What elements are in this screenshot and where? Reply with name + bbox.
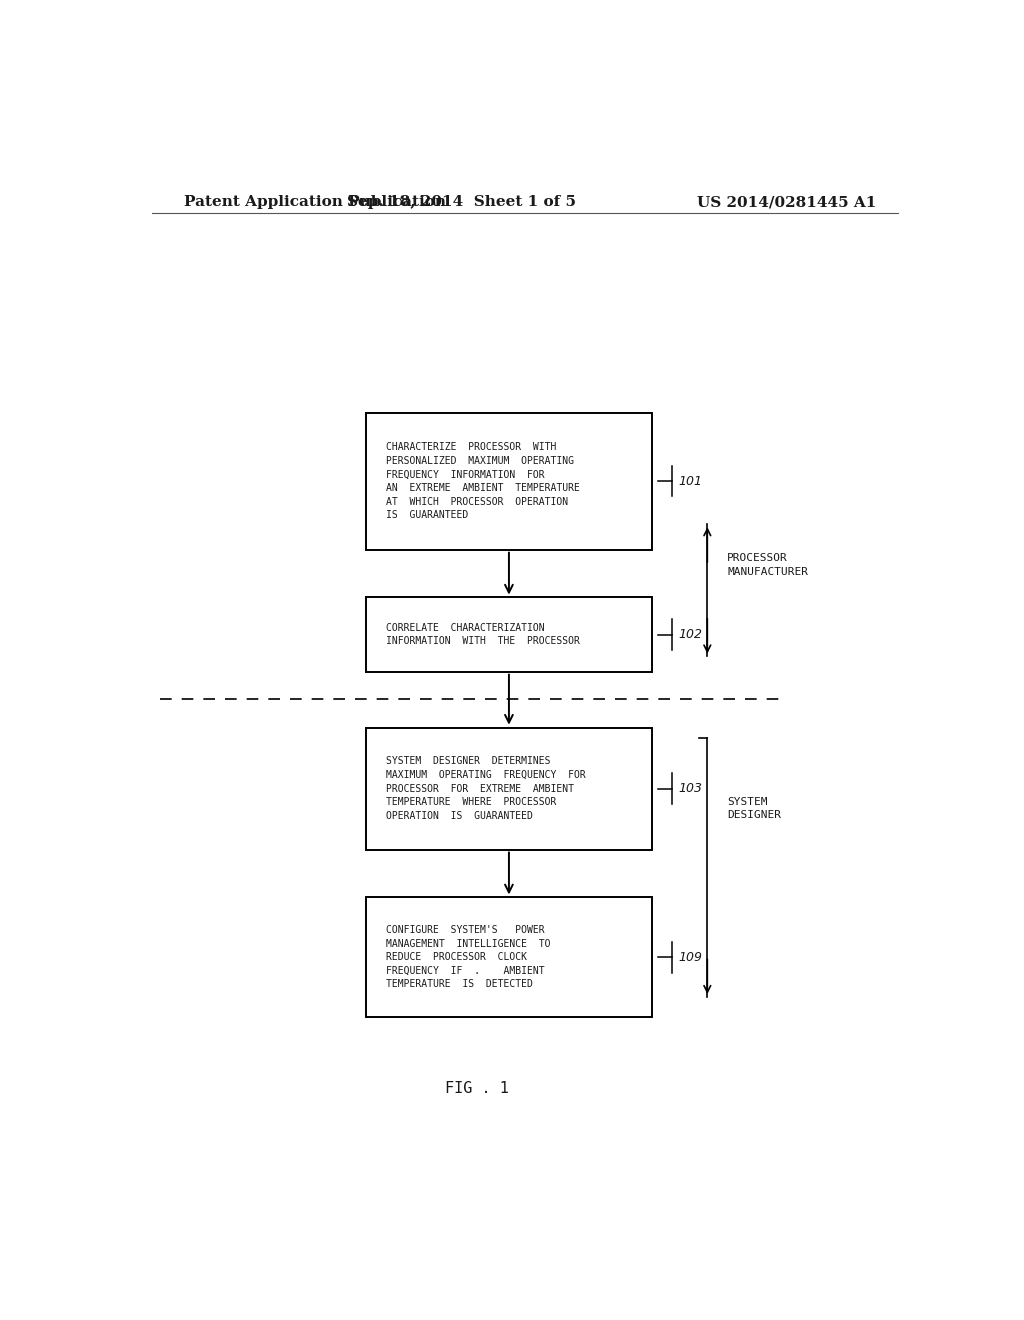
Text: 109: 109: [679, 950, 702, 964]
Text: US 2014/0281445 A1: US 2014/0281445 A1: [697, 195, 877, 209]
Text: Sep. 18, 2014  Sheet 1 of 5: Sep. 18, 2014 Sheet 1 of 5: [347, 195, 575, 209]
Text: CORRELATE  CHARACTERIZATION
INFORMATION  WITH  THE  PROCESSOR: CORRELATE CHARACTERIZATION INFORMATION W…: [386, 623, 580, 647]
Text: FIG . 1: FIG . 1: [445, 1081, 509, 1096]
Bar: [367, 413, 651, 549]
Text: SYSTEM
DESIGNER: SYSTEM DESIGNER: [727, 797, 781, 821]
Text: Patent Application Publication: Patent Application Publication: [183, 195, 445, 209]
Text: CONFIGURE  SYSTEM'S   POWER
MANAGEMENT  INTELLIGENCE  TO
REDUCE  PROCESSOR  CLOC: CONFIGURE SYSTEM'S POWER MANAGEMENT INTE…: [386, 925, 551, 990]
Text: CHARACTERIZE  PROCESSOR  WITH
PERSONALIZED  MAXIMUM  OPERATING
FREQUENCY  INFORM: CHARACTERIZE PROCESSOR WITH PERSONALIZED…: [386, 442, 580, 520]
Text: PROCESSOR
MANUFACTURER: PROCESSOR MANUFACTURER: [727, 553, 808, 577]
Text: 103: 103: [679, 781, 702, 795]
Text: SYSTEM  DESIGNER  DETERMINES
MAXIMUM  OPERATING  FREQUENCY  FOR
PROCESSOR  FOR  : SYSTEM DESIGNER DETERMINES MAXIMUM OPERA…: [386, 756, 586, 821]
Bar: [367, 727, 651, 850]
Text: 101: 101: [679, 475, 702, 487]
Bar: [367, 898, 651, 1018]
Bar: [367, 598, 651, 672]
Text: 102: 102: [679, 628, 702, 642]
